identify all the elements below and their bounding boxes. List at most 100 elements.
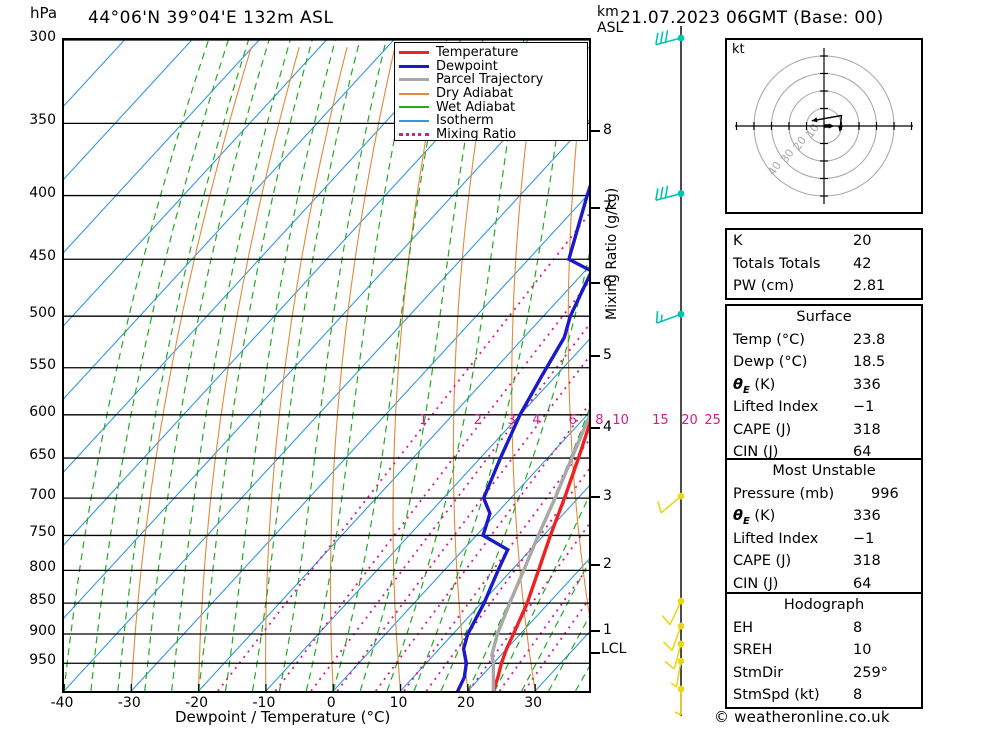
info-row-value: 336 — [853, 508, 881, 524]
info-row: CAPE (J) 318 — [727, 550, 921, 573]
legend-item-label: Mixing Ratio — [436, 126, 517, 142]
mixing-ratio-axis-title: Mixing Ratio (g/kg) — [604, 187, 620, 320]
info-row-key: Lifted Index — [733, 530, 819, 547]
info-row: Totals Totals 42 — [727, 253, 921, 276]
pressure-tick-label: 500 — [29, 305, 56, 322]
info-row-value: 10 — [853, 642, 872, 658]
theta-e-symbol: θE — [733, 376, 750, 396]
info-row-value: 64 — [853, 575, 872, 592]
hodograph-stats-panel: Hodograph EH 8 SREH 10 StmDir 259° StmSpd (kt) 8 — [725, 592, 923, 709]
pressure-tick-label: 300 — [29, 29, 56, 45]
info-row-key: CAPE (J) — [733, 421, 792, 438]
info-row-key: Lifted Index — [733, 399, 819, 415]
info-row-key: K — [733, 233, 743, 249]
height-tick-label: 2 — [603, 555, 612, 572]
hodograph: kt 10 20 30 40 — [725, 37, 923, 215]
temperature-tick-label: -20 — [185, 695, 209, 711]
legend-color-swatch — [399, 119, 429, 122]
lcl-tick-mark — [591, 651, 600, 654]
mixing-ratio-value-label: 4 — [532, 412, 541, 428]
pressure-tick-label: 850 — [29, 592, 56, 609]
mixing-ratio-value-label: 2 — [473, 412, 482, 428]
info-row-value: 318 — [853, 553, 881, 569]
svg-text:40: 40 — [765, 159, 784, 178]
mixing-ratio-value-label: 15 — [652, 412, 669, 428]
info-row: CAPE (J) 318 — [727, 419, 921, 442]
pressure-tick-label: 800 — [29, 559, 56, 576]
temperature-tick-label: 0 — [326, 695, 336, 711]
info-row-key: StmDir — [733, 664, 784, 681]
mixing-ratio-value-label: 6 — [568, 412, 577, 428]
legend-item: Wet Adiabat — [399, 100, 583, 114]
height-unit-label-km: km — [597, 4, 619, 20]
pressure-tick-label: 450 — [29, 248, 56, 265]
temperature-tick-label: 30 — [524, 695, 543, 711]
height-tick-mark — [591, 630, 600, 633]
info-row-key: CIN (J) — [733, 444, 779, 460]
info-row-value: 23.8 — [853, 331, 886, 348]
legend-color-swatch — [399, 51, 429, 55]
copyright-label: © weatheronline.co.uk — [714, 708, 890, 726]
height-tick-mark — [591, 563, 600, 566]
temperature-tick-label: 20 — [456, 695, 475, 711]
pressure-tick-label: 400 — [29, 184, 56, 201]
temperature-tick-label: -40 — [50, 695, 74, 711]
legend-item-label: Temperature — [436, 45, 519, 61]
pressure-tick-label: 900 — [29, 623, 56, 640]
temperature-tick-label: -10 — [252, 695, 276, 711]
datetime-label: 21.07.2023 06GMT (Base: 00) — [620, 8, 884, 28]
temperature-tick-label: 10 — [389, 695, 408, 711]
pressure-tick-label: 350 — [29, 112, 56, 129]
info-row: K 20 — [727, 230, 921, 253]
skewt-canvas — [64, 40, 589, 691]
pressure-tick-label: 600 — [29, 403, 56, 420]
height-tick-mark — [591, 354, 600, 357]
panel-title: Most Unstable — [772, 463, 876, 479]
info-row: Lifted Index −1 — [727, 396, 921, 419]
indices-panel: K 20 Totals Totals 42 PW (cm) 2.81 — [725, 228, 923, 300]
page-title: 44°06'N 39°04'E 132m ASL — [88, 8, 334, 28]
info-row-key: Dewp (°C) — [733, 354, 808, 370]
surface-panel: Surface Temp (°C) 23.8 Dewp (°C) 18.5 θE (K) 3… — [725, 304, 923, 466]
info-row: θE (K) 336 — [727, 505, 921, 528]
info-row-key: θE (K) — [733, 508, 776, 527]
info-row-key: SREH — [733, 642, 773, 658]
height-unit-label-asl: ASL — [597, 20, 624, 36]
info-row: PW (cm) 2.81 — [727, 275, 921, 298]
info-row: SREH 10 — [727, 639, 921, 662]
mixing-ratio-value-label: 1 — [419, 412, 428, 428]
info-row-value: 318 — [853, 421, 881, 438]
height-tick-label: 8 — [603, 121, 612, 138]
legend: Temperature Dewpoint Parcel Trajectory Dry … — [394, 42, 588, 141]
info-row-key: CIN (J) — [733, 575, 779, 592]
info-row-key: StmSpd (kt) — [733, 687, 820, 703]
most-unstable-panel: Most Unstable Pressure (mb) 996 θE (K) 336 Li… — [725, 458, 923, 597]
info-row: Pressure (mb) 996 — [727, 483, 921, 506]
info-row: EH 8 — [727, 617, 921, 640]
height-tick-mark — [591, 129, 600, 132]
svg-text:30: 30 — [778, 147, 797, 166]
legend-item: Dry Adiabat — [399, 87, 583, 101]
svg-text:20: 20 — [791, 134, 810, 153]
legend-item-label: Parcel Trajectory — [436, 72, 544, 88]
legend-item: Dewpoint — [399, 60, 583, 74]
wind-barb-column — [640, 26, 722, 716]
wind-barb-canvas — [655, 26, 685, 716]
legend-item: Mixing Ratio — [399, 128, 583, 142]
panel-title: Surface — [796, 309, 852, 325]
info-row-value: 42 — [853, 255, 872, 272]
height-tick-label: 4 — [603, 418, 612, 435]
x-axis-title: Dewpoint / Temperature (°C) — [175, 708, 391, 726]
info-row-key: Temp (°C) — [733, 331, 805, 348]
height-tick-label: 7 — [603, 199, 612, 216]
pressure-tick-label: 750 — [29, 524, 56, 541]
panel-title: Hodograph — [783, 597, 865, 613]
legend-color-swatch — [399, 64, 429, 68]
info-row: θE (K) 336 — [727, 374, 921, 397]
pressure-tick-label: 550 — [29, 356, 56, 373]
legend-item: Isotherm — [399, 114, 583, 128]
info-row-value: −1 — [853, 530, 875, 547]
height-tick-mark — [591, 207, 600, 210]
info-row-value: 8 — [853, 687, 863, 703]
info-row: Dewp (°C) 18.5 — [727, 351, 921, 374]
